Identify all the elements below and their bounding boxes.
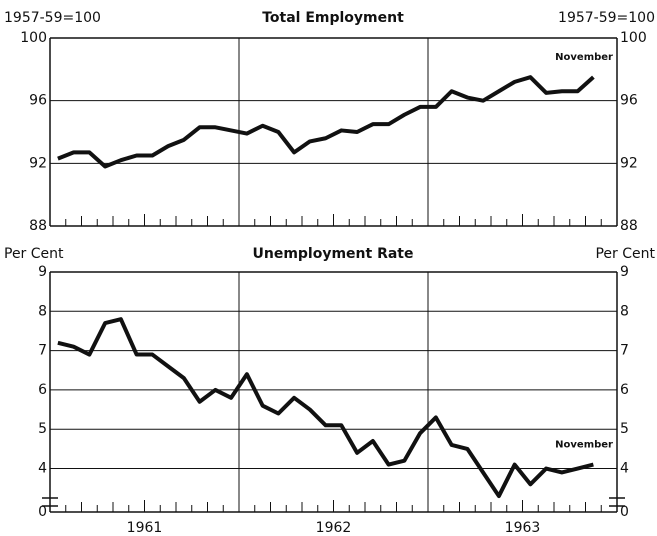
data-line bbox=[57, 75, 595, 169]
left-axis-label: Per Cent bbox=[4, 246, 64, 262]
annotation: November bbox=[555, 52, 613, 63]
x-tick-label: 1962 bbox=[316, 520, 352, 536]
y-tick-label-left: 7 bbox=[38, 343, 47, 359]
y-tick-label-left: 6 bbox=[38, 382, 47, 398]
y-tick-label-right: 100 bbox=[620, 30, 647, 46]
y-tick-label-left: 9 bbox=[38, 264, 47, 280]
y-tick-label-right: 5 bbox=[620, 421, 629, 437]
y-tick-label-right: 0 bbox=[620, 504, 629, 520]
chart-title: Total Employment bbox=[262, 10, 404, 26]
y-tick-label-right: 96 bbox=[620, 93, 638, 109]
y-tick-label-left: 0 bbox=[38, 504, 47, 520]
y-tick-label-right: 9 bbox=[620, 264, 629, 280]
y-tick-label-right: 88 bbox=[620, 218, 638, 234]
y-tick-label-left: 100 bbox=[20, 30, 47, 46]
left-axis-label: 1957-59=100 bbox=[4, 10, 101, 26]
chart-title: Unemployment Rate bbox=[252, 246, 413, 262]
x-tick-label: 1961 bbox=[127, 520, 163, 536]
right-axis-label: 1957-59=100 bbox=[558, 10, 655, 26]
annotation: November bbox=[555, 440, 613, 451]
right-axis-label: Per Cent bbox=[595, 246, 655, 262]
y-tick-label-left: 8 bbox=[38, 303, 47, 319]
y-tick-label-left: 92 bbox=[29, 155, 47, 171]
data-line bbox=[57, 317, 594, 499]
y-tick-label-right: 8 bbox=[620, 303, 629, 319]
y-tick-label-left: 88 bbox=[29, 218, 47, 234]
y-tick-label-right: 92 bbox=[620, 155, 638, 171]
y-tick-label-left: 96 bbox=[29, 93, 47, 109]
y-tick-label-left: 5 bbox=[38, 421, 47, 437]
y-tick-label-right: 4 bbox=[620, 461, 629, 477]
y-tick-label-left: 4 bbox=[38, 461, 47, 477]
y-tick-label-right: 6 bbox=[620, 382, 629, 398]
x-tick-label: 1963 bbox=[505, 520, 541, 536]
y-tick-label-right: 7 bbox=[620, 343, 629, 359]
